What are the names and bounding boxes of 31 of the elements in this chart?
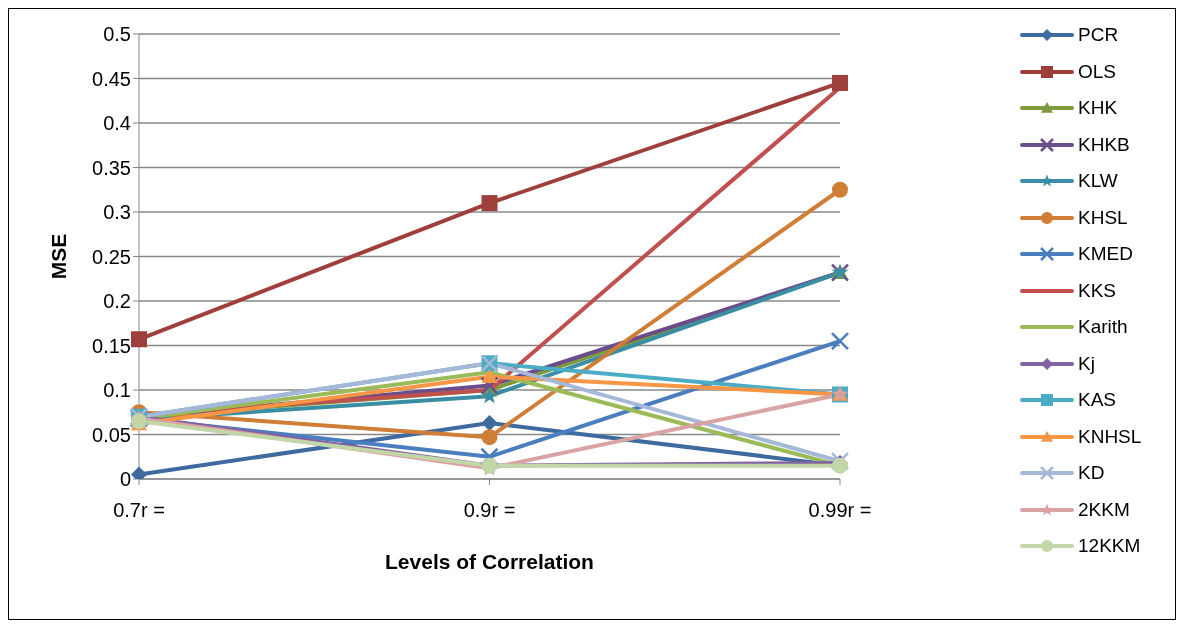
legend-label: 12KKM [1078, 535, 1141, 558]
legend-label: KKS [1078, 279, 1117, 302]
y-tick-label: 0.5 [103, 23, 131, 46]
legend-label: KHK [1078, 97, 1118, 120]
x-tick-label: 0.99r = [808, 499, 872, 522]
legend-label: Karith [1078, 316, 1128, 339]
legend-label: KAS [1078, 389, 1117, 412]
legend-label: KMED [1078, 243, 1133, 266]
legend-label: Kj [1078, 352, 1095, 375]
y-axis-title: MSE [47, 233, 71, 280]
legend-label: 2KKM [1078, 498, 1130, 521]
y-tick-label: 0.2 [103, 290, 131, 313]
y-tick-label: 0 [119, 468, 131, 491]
legend-label: KHSL [1078, 206, 1128, 229]
y-tick-label: 0.25 [92, 245, 131, 268]
legend-label: KD [1078, 462, 1105, 485]
legend-label: KNHSL [1078, 425, 1142, 448]
legend-label: OLS [1078, 60, 1117, 83]
y-tick-label: 0.4 [103, 112, 131, 135]
y-tick-label: 0.3 [103, 201, 131, 224]
x-tick-label: 0.7r = [113, 499, 165, 522]
legend-label: KLW [1078, 170, 1118, 193]
y-tick-label: 0.15 [92, 334, 131, 357]
y-tick-label: 0.05 [92, 423, 131, 446]
x-axis-title: Levels of Correlation [385, 550, 594, 573]
y-tick-label: 0.35 [92, 156, 131, 179]
x-tick-label: 0.9r = [463, 499, 516, 522]
y-tick-label: 0.45 [92, 67, 131, 90]
y-tick-label: 0.1 [103, 379, 131, 402]
legend-label: PCR [1078, 24, 1119, 47]
legend-label: KHKB [1078, 133, 1130, 156]
